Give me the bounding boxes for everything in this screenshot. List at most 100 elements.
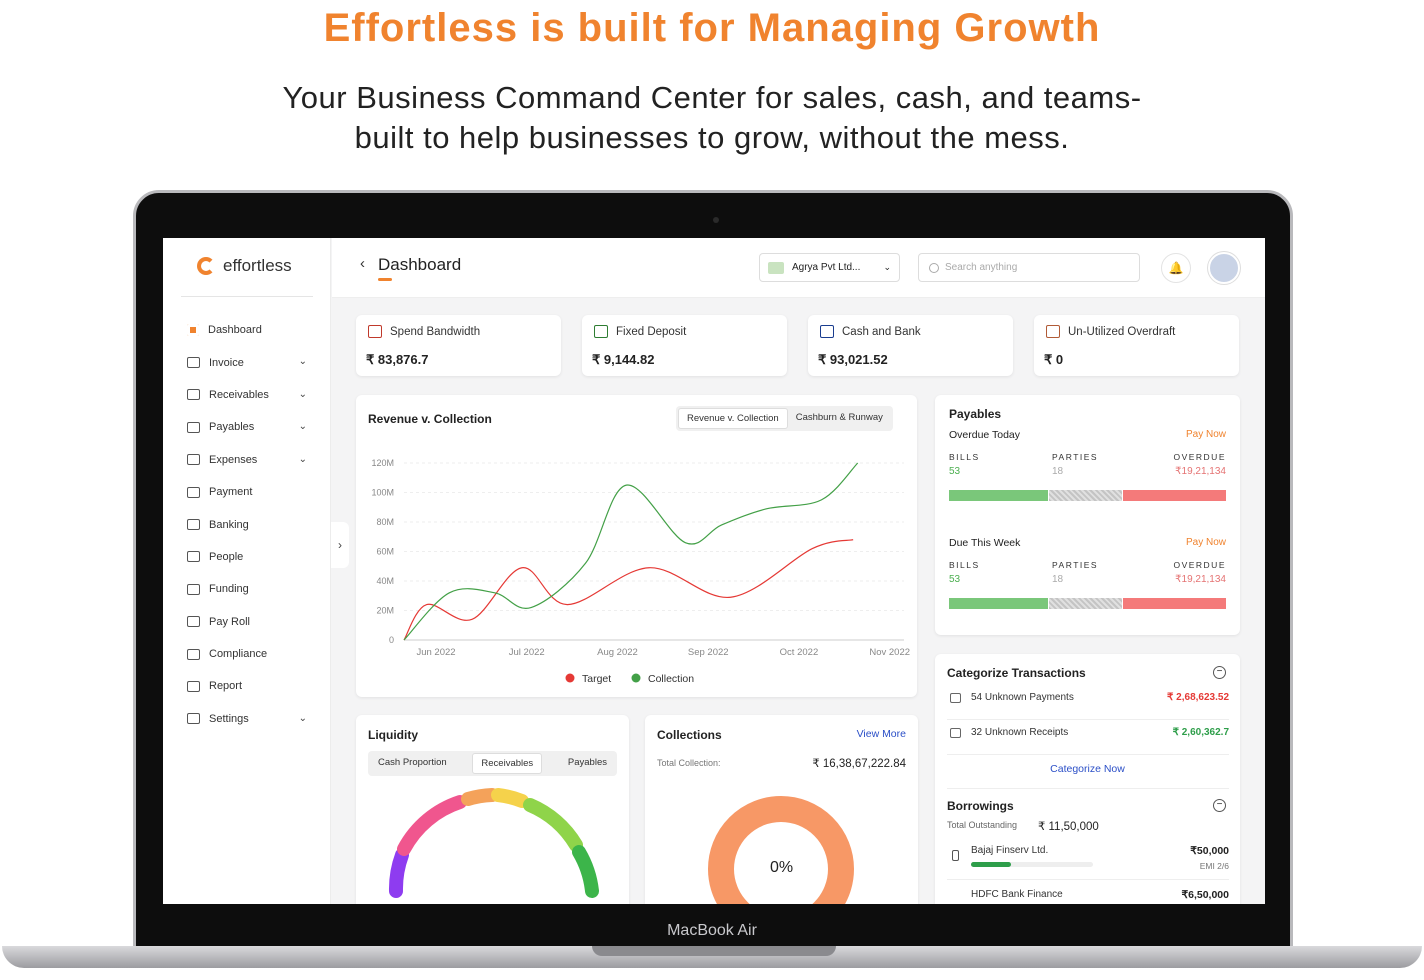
overdue-bar — [1123, 598, 1226, 609]
stat-card[interactable]: Fixed Deposit ₹ 9,144.82 — [582, 315, 787, 376]
sidebar-item-report[interactable]: Report — [187, 670, 307, 702]
sidebar-item-label: People — [209, 550, 244, 563]
stat-label: Spend Bandwidth — [390, 326, 481, 338]
collapse-icon[interactable]: − — [1213, 799, 1226, 812]
app-screen: effortless Dashboard Invoice ⌄ Receivables ⌄… — [163, 238, 1265, 904]
revenue-tabs: Revenue v. Collection Cashburn & Runway — [676, 406, 893, 431]
tab-receivables[interactable]: Receivables — [472, 753, 543, 774]
back-chevron-icon[interactable]: ‹ — [360, 255, 365, 272]
gauge-segment — [389, 848, 409, 898]
user-avatar[interactable] — [1208, 252, 1240, 284]
device-label: MacBook Air — [667, 922, 757, 939]
sidebar-item-label: Report — [209, 680, 243, 693]
payables-icon — [187, 421, 200, 433]
receivables-icon — [187, 389, 200, 401]
app-logo[interactable]: effortless — [197, 256, 292, 276]
x-tick-label: Oct 2022 — [780, 647, 819, 658]
revenue-title: Revenue v. Collection — [368, 412, 492, 426]
gauge-segment — [523, 798, 583, 852]
receipts-icon — [950, 728, 961, 738]
view-more-link[interactable]: View More — [856, 728, 906, 740]
x-tick-label: Jul 2022 — [509, 647, 545, 658]
sidebar-item-payables[interactable]: Payables ⌄ — [187, 411, 307, 443]
gauge-segment — [491, 788, 529, 808]
donut-ring — [708, 796, 854, 904]
revenue-card: Revenue v. Collection Revenue v. Collect… — [356, 395, 917, 697]
chevron-down-icon: ⌄ — [298, 712, 307, 724]
series-line-collection — [403, 462, 859, 641]
overdraft-icon — [1046, 325, 1060, 338]
sidebar-item-banking[interactable]: Banking — [187, 508, 307, 540]
hero-subtitle-line1: Your Business Command Center for sales, … — [282, 80, 1142, 115]
loan-row[interactable]: HDFC Bank Finance ₹6,50,000 — [947, 886, 1229, 904]
tab-cash-proportion[interactable]: Cash Proportion — [378, 757, 447, 768]
sidebar-item-funding[interactable]: Funding — [187, 573, 307, 605]
legend-marker — [631, 673, 641, 683]
sidebar-item-pay-roll[interactable]: Pay Roll — [187, 606, 307, 638]
unknown-payments-row[interactable]: 54 Unknown Payments ₹ 2,68,623.52 — [947, 690, 1229, 720]
tab-cashburn-runway[interactable]: Cashburn & Runway — [795, 412, 883, 423]
pay-now-button[interactable]: Pay Now — [1185, 429, 1226, 440]
sidebar-collapse-toggle[interactable]: › — [331, 522, 349, 568]
search-input[interactable]: Search anything — [918, 253, 1140, 282]
search-icon — [929, 262, 939, 273]
y-tick-label: 60M — [376, 547, 394, 557]
sidebar-item-dashboard[interactable]: Dashboard — [187, 314, 307, 346]
unknown-receipts-row[interactable]: 32 Unknown Receipts ₹ 2,60,362.7 — [947, 725, 1229, 755]
sidebar-item-receivables[interactable]: Receivables ⌄ — [187, 379, 307, 411]
sidebar-divider — [181, 296, 313, 297]
stat-card[interactable]: Cash and Bank ₹ 93,021.52 — [808, 315, 1013, 376]
collapse-icon[interactable]: − — [1213, 666, 1226, 679]
hero-title: Effortless is built for Managing Growth — [323, 6, 1101, 50]
overdue-value: ₹19,21,134 — [1175, 466, 1226, 477]
stat-card[interactable]: Un-Utilized Overdraft ₹ 0 — [1034, 315, 1239, 376]
x-tick-label: Aug 2022 — [597, 647, 638, 658]
sidebar-item-settings[interactable]: Settings ⌄ — [187, 703, 307, 735]
section-label: Overdue Today — [949, 429, 1021, 441]
stat-label: Cash and Bank — [842, 326, 921, 338]
sidebar-item-compliance[interactable]: Compliance — [187, 638, 307, 670]
sidebar-item-label: Invoice — [209, 356, 244, 369]
notification-bell-icon[interactable]: 🔔 — [1161, 253, 1191, 283]
stat-value: ₹ 0 — [1044, 352, 1064, 367]
sidebar-item-label: Dashboard — [208, 324, 262, 337]
liquidity-gauge — [389, 788, 599, 898]
y-tick-label: 120M — [371, 458, 394, 468]
sidebar-item-label: Expenses — [209, 453, 258, 466]
pay-now-button[interactable]: Pay Now — [1185, 537, 1226, 548]
tab-payables[interactable]: Payables — [567, 757, 607, 768]
bills-header: BILLS — [949, 560, 980, 570]
x-tick-label: Jun 2022 — [416, 647, 455, 658]
loan-emi: EMI 2/6 — [1199, 861, 1229, 871]
laptop-base — [2, 946, 1422, 968]
sidebar-item-label: Banking — [209, 518, 249, 531]
legend-marker — [565, 673, 575, 683]
legend-label: Target — [582, 673, 611, 685]
sidebar-item-payment[interactable]: Payment — [187, 476, 307, 508]
compliance-icon — [187, 648, 200, 660]
tab-revenue-collection[interactable]: Revenue v. Collection — [678, 408, 788, 429]
sidebar: effortless Dashboard Invoice ⌄ Receivables ⌄… — [163, 238, 331, 904]
stat-card[interactable]: Spend Bandwidth ₹ 83,876.7 — [356, 315, 561, 376]
stat-value: ₹ 83,876.7 — [366, 352, 429, 367]
parties-value: 18 — [1052, 574, 1064, 585]
categorize-title: Categorize Transactions — [947, 666, 1086, 680]
liquidity-card: Liquidity Cash Proportion Receivables Pa… — [356, 715, 629, 904]
company-select[interactable]: Agrya Pvt Ltd... ⌄ — [759, 253, 900, 282]
sidebar-item-people[interactable]: People — [187, 541, 307, 573]
loan-progress — [971, 862, 1093, 867]
sidebar-item-invoice[interactable]: Invoice ⌄ — [187, 346, 307, 378]
sidebar-item-label: Payables — [209, 421, 255, 434]
y-tick-label: 20M — [376, 606, 394, 616]
stat-label: Un-Utilized Overdraft — [1068, 326, 1176, 338]
divider — [947, 788, 1229, 789]
sidebar-item-expenses[interactable]: Expenses ⌄ — [187, 444, 307, 476]
categorize-now-link[interactable]: Categorize Now — [1050, 763, 1125, 775]
loan-name: HDFC Bank Finance — [971, 889, 1063, 900]
parties-header: PARTIES — [1052, 452, 1099, 462]
chevron-down-icon: ⌄ — [298, 356, 307, 368]
gauge-segment — [572, 845, 599, 898]
loan-row[interactable]: Bajaj Finserv Ltd. ₹50,000 EMI 2/6 — [947, 842, 1229, 880]
overdue-value: ₹19,21,134 — [1175, 574, 1226, 585]
collections-donut — [708, 796, 854, 904]
